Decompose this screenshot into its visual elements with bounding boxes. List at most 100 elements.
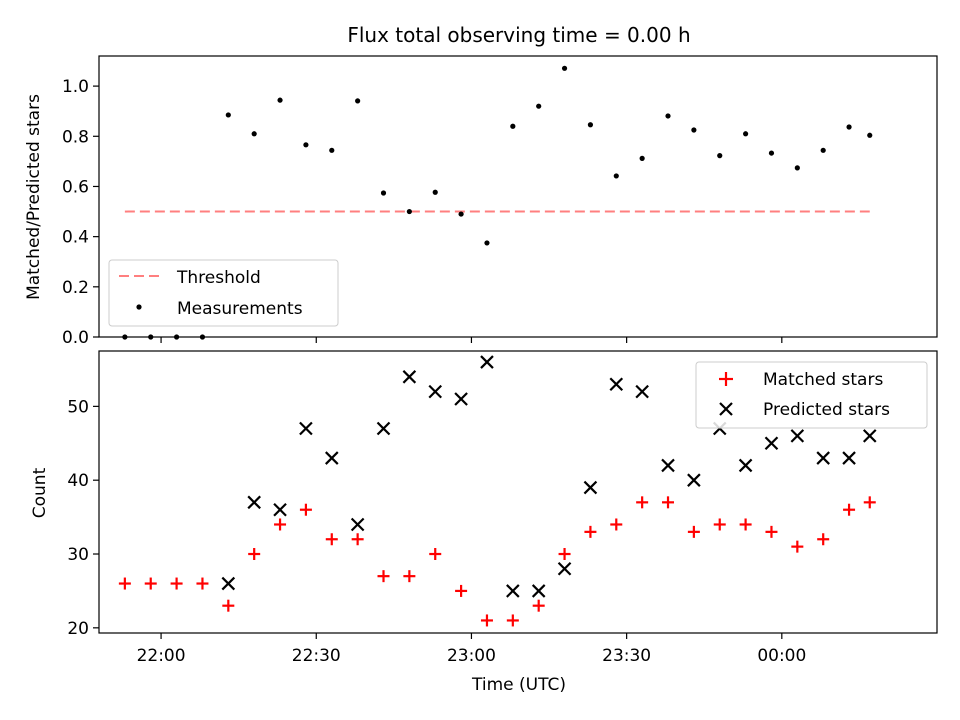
count-y-tick-label: 30 bbox=[67, 545, 89, 565]
predicted-point bbox=[816, 451, 830, 465]
predicted-point bbox=[661, 458, 675, 473]
legend-measurements-swatch bbox=[136, 304, 142, 310]
predicted-point bbox=[862, 429, 877, 443]
predicted-point bbox=[324, 451, 339, 465]
matched-point bbox=[403, 570, 416, 583]
measurement-point bbox=[303, 142, 309, 148]
matched-point bbox=[480, 614, 493, 627]
count-x-tick-label: 22:00 bbox=[137, 646, 186, 666]
legend-matched-label: Matched stars bbox=[763, 370, 883, 390]
measurement-point bbox=[867, 132, 873, 138]
measurement-point bbox=[355, 98, 361, 104]
ratio-legend: Threshold Measurements bbox=[108, 259, 339, 327]
ratio-y-ticks: 0.0 0.2 0.4 0.6 0.8 1.0 bbox=[62, 77, 99, 348]
legend-threshold-label: Threshold bbox=[176, 268, 261, 288]
ratio-y-tick-label: 0.4 bbox=[62, 228, 89, 248]
predicted-point bbox=[454, 392, 468, 406]
measurement-point bbox=[484, 240, 490, 246]
count-legend: Matched stars Predicted stars bbox=[695, 361, 928, 429]
measurement-point bbox=[639, 155, 645, 161]
count-panel: 20 30 40 50 22:00 22:30 23:00 23:30 00:00 Count… bbox=[30, 350, 938, 695]
count-x-tick-label: 22:30 bbox=[292, 646, 341, 666]
matched-point bbox=[610, 518, 623, 531]
legend-matched-swatch bbox=[719, 372, 733, 386]
measurement-point bbox=[743, 131, 749, 137]
matched-point bbox=[248, 548, 261, 561]
count-y-tick-label: 50 bbox=[67, 397, 89, 417]
predicted-point bbox=[557, 561, 572, 576]
count-y-axis-label: Count bbox=[30, 467, 50, 518]
x-axis-label: Time (UTC) bbox=[471, 675, 566, 695]
ratio-axes-frame bbox=[98, 55, 938, 338]
matched-point bbox=[636, 496, 649, 509]
measurement-point bbox=[380, 190, 387, 196]
matched-point bbox=[687, 525, 700, 538]
measurement-point bbox=[665, 113, 671, 119]
measurement-point bbox=[510, 123, 516, 129]
ratio-y-tick-label: 0.2 bbox=[62, 278, 89, 298]
predicted-point bbox=[480, 355, 494, 369]
predicted-point bbox=[842, 451, 856, 465]
predicted-point bbox=[531, 584, 546, 598]
matched-point bbox=[506, 614, 519, 627]
ratio-x-ticks bbox=[160, 337, 783, 343]
count-y-tick-label: 40 bbox=[67, 471, 89, 491]
matched-point bbox=[584, 525, 597, 538]
matched-point bbox=[863, 496, 876, 509]
measurement-point bbox=[458, 211, 464, 217]
predicted-point bbox=[376, 421, 391, 436]
matched-point bbox=[299, 503, 312, 516]
matched-point bbox=[765, 525, 778, 538]
predicted-point bbox=[635, 384, 649, 399]
measurement-point bbox=[199, 334, 206, 340]
predicted-point bbox=[583, 480, 598, 495]
matched-point bbox=[455, 584, 468, 597]
matched-point bbox=[429, 548, 442, 561]
predicted-point bbox=[350, 517, 365, 532]
predicted-point bbox=[402, 370, 417, 384]
measurement-point bbox=[536, 103, 542, 109]
measurement-point bbox=[561, 65, 568, 71]
predicted-point bbox=[221, 576, 236, 591]
matched-point bbox=[558, 548, 571, 561]
ratio-legend-box bbox=[108, 259, 339, 327]
legend-measurements-label: Measurements bbox=[177, 299, 303, 319]
measurement-point bbox=[717, 153, 723, 159]
predicted-point bbox=[506, 584, 520, 598]
measurement-point bbox=[251, 131, 257, 137]
ratio-y-tick-label: 1.0 bbox=[62, 77, 89, 97]
matched-point bbox=[532, 599, 545, 612]
ratio-y-tick-label: 0.0 bbox=[62, 328, 89, 348]
count-legend-box bbox=[695, 361, 928, 429]
matched-point bbox=[144, 577, 157, 590]
predicted-point bbox=[299, 421, 313, 436]
matched-point bbox=[843, 503, 856, 516]
matched-point bbox=[196, 577, 209, 590]
count-x-ticks: 22:00 22:30 23:00 23:30 00:00 bbox=[137, 633, 806, 666]
matched-point bbox=[222, 599, 235, 612]
predicted-point bbox=[428, 384, 443, 399]
count-x-tick-label: 23:00 bbox=[447, 646, 496, 666]
measurement-point bbox=[691, 127, 697, 133]
predicted-point bbox=[764, 436, 779, 451]
measurement-point bbox=[122, 334, 128, 340]
measurement-point bbox=[277, 97, 283, 103]
matched-point bbox=[739, 518, 752, 531]
measurement-point bbox=[846, 124, 852, 130]
matched-point bbox=[274, 518, 287, 531]
measurement-point bbox=[613, 173, 619, 179]
ratio-y-tick-label: 0.8 bbox=[62, 127, 89, 147]
matched-point bbox=[118, 577, 131, 590]
count-axes-frame bbox=[98, 350, 938, 634]
chart-title: Flux total observing time = 0.00 h bbox=[347, 23, 690, 47]
count-x-tick-label: 23:30 bbox=[602, 646, 651, 666]
matched-point bbox=[713, 518, 726, 531]
matched-point bbox=[377, 570, 390, 583]
predicted-point bbox=[790, 429, 805, 443]
ratio-y-tick-label: 0.6 bbox=[62, 177, 89, 197]
ratio-y-axis-label: Matched/Predicted stars bbox=[24, 94, 44, 300]
measurements-series bbox=[122, 65, 873, 340]
count-y-ticks: 20 30 40 50 bbox=[67, 397, 99, 639]
matched-point bbox=[662, 496, 675, 509]
